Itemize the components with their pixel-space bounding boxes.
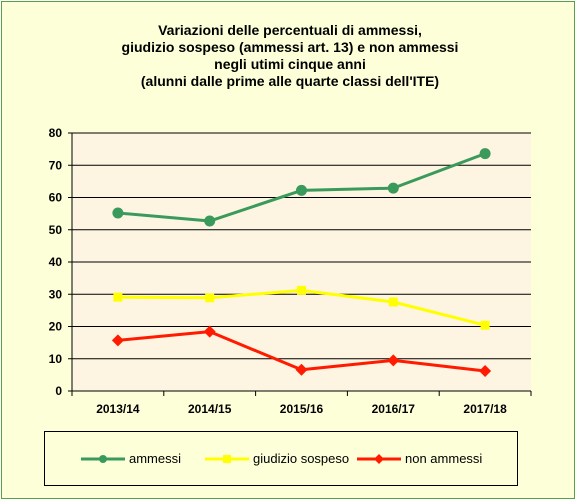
y-tick-label: 20 [49, 320, 63, 334]
data-point-ammessi [479, 148, 491, 160]
legend: ammessi giudizio sospeso non ammessi [44, 431, 518, 486]
legend-item-giudizio-sospeso: giudizio sospeso [205, 432, 349, 485]
title-line-1: Variazioni delle percentuali di ammessi, [158, 22, 422, 38]
data-point-non-ammessi [111, 334, 124, 347]
title-line-4: (alunni dalle prime alle quarte classi d… [140, 73, 440, 89]
data-point-ammessi [296, 184, 307, 196]
title-line-2: giudizio sospeso (ammessi art. 13) e non… [121, 39, 459, 55]
data-point-giudizio-sospeso [480, 320, 490, 330]
data-point-ammessi [387, 182, 399, 194]
legend-swatch-giudizio-sospeso [205, 454, 249, 463]
y-tick-label: 80 [49, 126, 63, 140]
y-tick-label: 0 [55, 384, 62, 398]
legend-item-non-ammessi: non ammessi [357, 432, 482, 485]
x-tick-label: 2015/16 [280, 402, 324, 416]
data-point-giudizio-sospeso [297, 285, 306, 295]
data-point-ammessi [204, 215, 216, 227]
data-point-non-ammessi [479, 365, 492, 378]
legend-label: giudizio sospeso [253, 451, 350, 466]
data-point-non-ammessi [295, 363, 308, 376]
x-tick-label: 2014/15 [188, 402, 232, 416]
line-chart: 0 10 20 30 40 50 60 70 80 2013/14 2014/15 2015/16 20… [49, 126, 532, 416]
legend-label: non ammessi [405, 451, 483, 466]
x-tick-label: 2016/17 [372, 402, 416, 416]
x-tick-label: 2013/14 [96, 402, 140, 416]
y-tick-label: 30 [49, 287, 63, 301]
legend-swatch-non-ammessi [357, 453, 401, 464]
y-tick-label: 60 [49, 191, 63, 205]
data-point-ammessi [112, 207, 124, 219]
x-tick-label: 2017/18 [463, 402, 507, 416]
data-point-giudizio-sospeso [205, 293, 215, 303]
legend-swatch-ammessi [81, 454, 125, 463]
data-point-giudizio-sospeso [388, 297, 398, 307]
legend-item-ammessi: ammessi [81, 432, 181, 485]
y-tick-label: 50 [49, 223, 63, 237]
y-tick-label: 70 [49, 158, 63, 172]
data-point-non-ammessi [203, 325, 216, 338]
legend-label: ammessi [129, 451, 182, 466]
chart-title: Variazioni delle percentuali di ammessi,… [60, 22, 520, 90]
title-line-3: negli utimi cinque anni [214, 56, 366, 72]
data-point-non-ammessi [387, 354, 400, 367]
y-tick-label: 40 [49, 255, 63, 269]
data-point-giudizio-sospeso [113, 292, 123, 302]
y-tick-label: 10 [49, 352, 63, 366]
